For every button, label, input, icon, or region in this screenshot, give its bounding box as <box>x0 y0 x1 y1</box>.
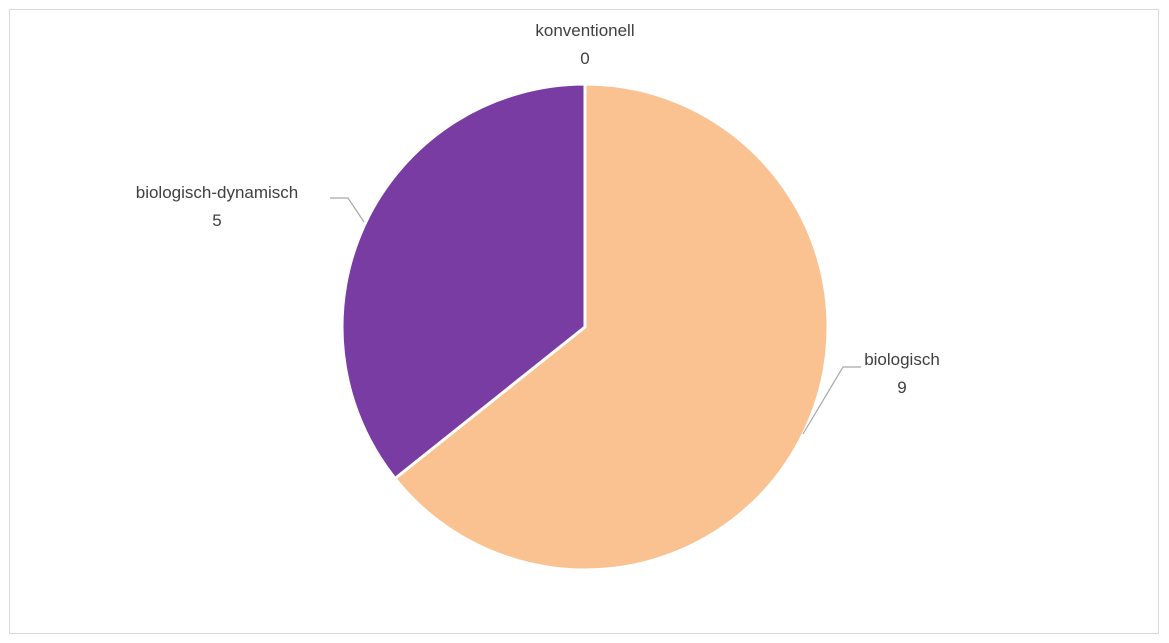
pie-slices <box>340 82 830 572</box>
data-label-category-biologisch-dynamisch: biologisch-dynamisch <box>136 183 299 202</box>
data-label-category-biologisch: biologisch <box>864 350 940 369</box>
data-label-category-konventionell: konventionell <box>535 21 634 40</box>
leader-lines <box>330 197 861 435</box>
data-label-value-biologisch-dynamisch: 5 <box>212 211 221 230</box>
pie-slice-biologisch-dynamisch <box>340 82 587 481</box>
data-label-value-konventionell: 0 <box>580 49 589 68</box>
leader-line-biologisch <box>802 366 861 435</box>
data-label-value-biologisch: 9 <box>897 378 906 397</box>
data-labels: konventionell 0 biologisch 9 biologisch-dyna… <box>136 21 940 397</box>
leader-line-biologisch-dynamisch <box>330 197 365 223</box>
